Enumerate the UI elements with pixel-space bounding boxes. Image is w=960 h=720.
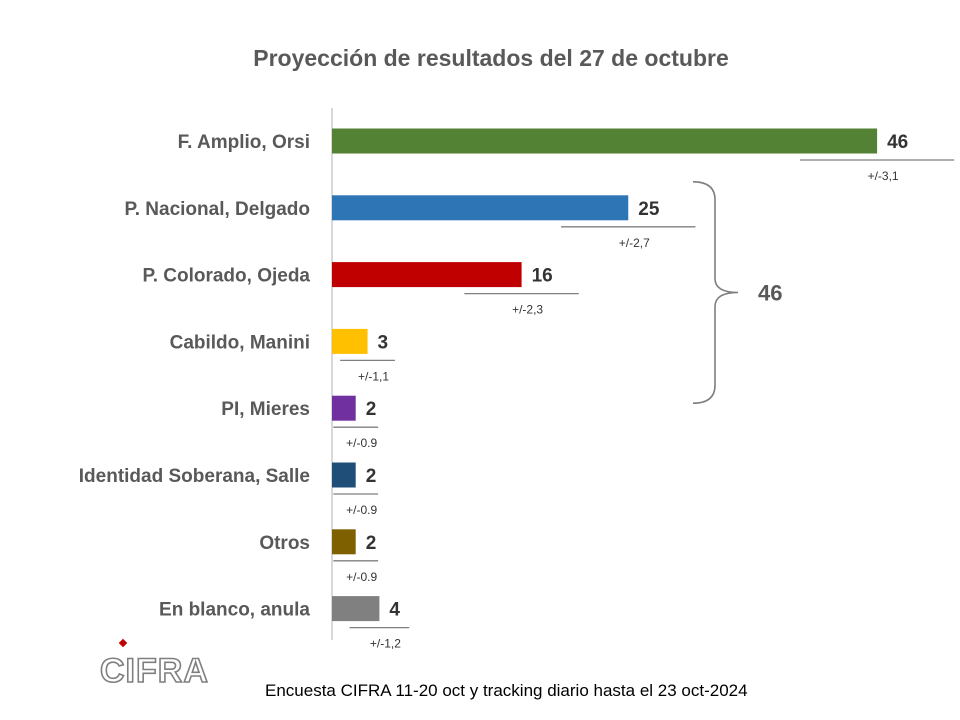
chart-title: Proyección de resultados del 27 de octub…	[253, 45, 729, 71]
bar	[332, 262, 522, 288]
bracket-shape	[692, 181, 739, 404]
category-label: PI, Mieres	[221, 399, 310, 420]
error-label: +/-1,1	[358, 369, 389, 383]
bar	[332, 195, 629, 221]
category-label: Otros	[259, 533, 310, 554]
cifra-logo: CIFRA	[99, 638, 209, 691]
value-label: 46	[887, 132, 908, 153]
error-label: +/-1,2	[370, 637, 401, 651]
logo-accent	[118, 638, 128, 648]
value-label: 2	[366, 533, 377, 554]
bar	[332, 395, 356, 421]
bar	[332, 529, 356, 555]
value-label: 2	[366, 466, 377, 487]
value-label: 2	[366, 399, 377, 420]
value-label: 4	[389, 600, 400, 621]
bar	[332, 462, 356, 488]
value-label: 25	[638, 199, 660, 220]
value-label: 3	[378, 332, 389, 353]
category-label: P. Colorado, Ojeda	[142, 266, 310, 287]
error-label: +/-0.9	[346, 436, 377, 450]
value-label: 16	[532, 266, 553, 287]
category-label: Identidad Soberana, Salle	[79, 466, 310, 487]
category-label: Cabildo, Manini	[170, 332, 310, 353]
category-label: F. Amplio, Orsi	[178, 132, 310, 153]
plot-area: F. Amplio, Orsi 46 +/-3,1 P. Nacional, Delg…	[79, 108, 955, 651]
bracket: 46	[692, 181, 782, 404]
bracket-label: 46	[758, 281, 782, 306]
error-label: +/-0.9	[346, 503, 377, 517]
error-label: +/-0.9	[346, 570, 377, 584]
error-label: +/-2,7	[619, 236, 650, 250]
bar	[332, 128, 878, 154]
bar	[332, 596, 380, 622]
category-label: P. Nacional, Delgado	[125, 199, 310, 220]
error-label: +/-2,3	[512, 303, 543, 317]
error-label: +/-3,1	[868, 169, 899, 183]
category-label: En blanco, anula	[159, 600, 310, 621]
source-note: Encuesta CIFRA 11-20 oct y tracking diar…	[265, 681, 748, 700]
logo-wordmark: CIFRA	[100, 652, 209, 690]
bar	[332, 328, 368, 354]
